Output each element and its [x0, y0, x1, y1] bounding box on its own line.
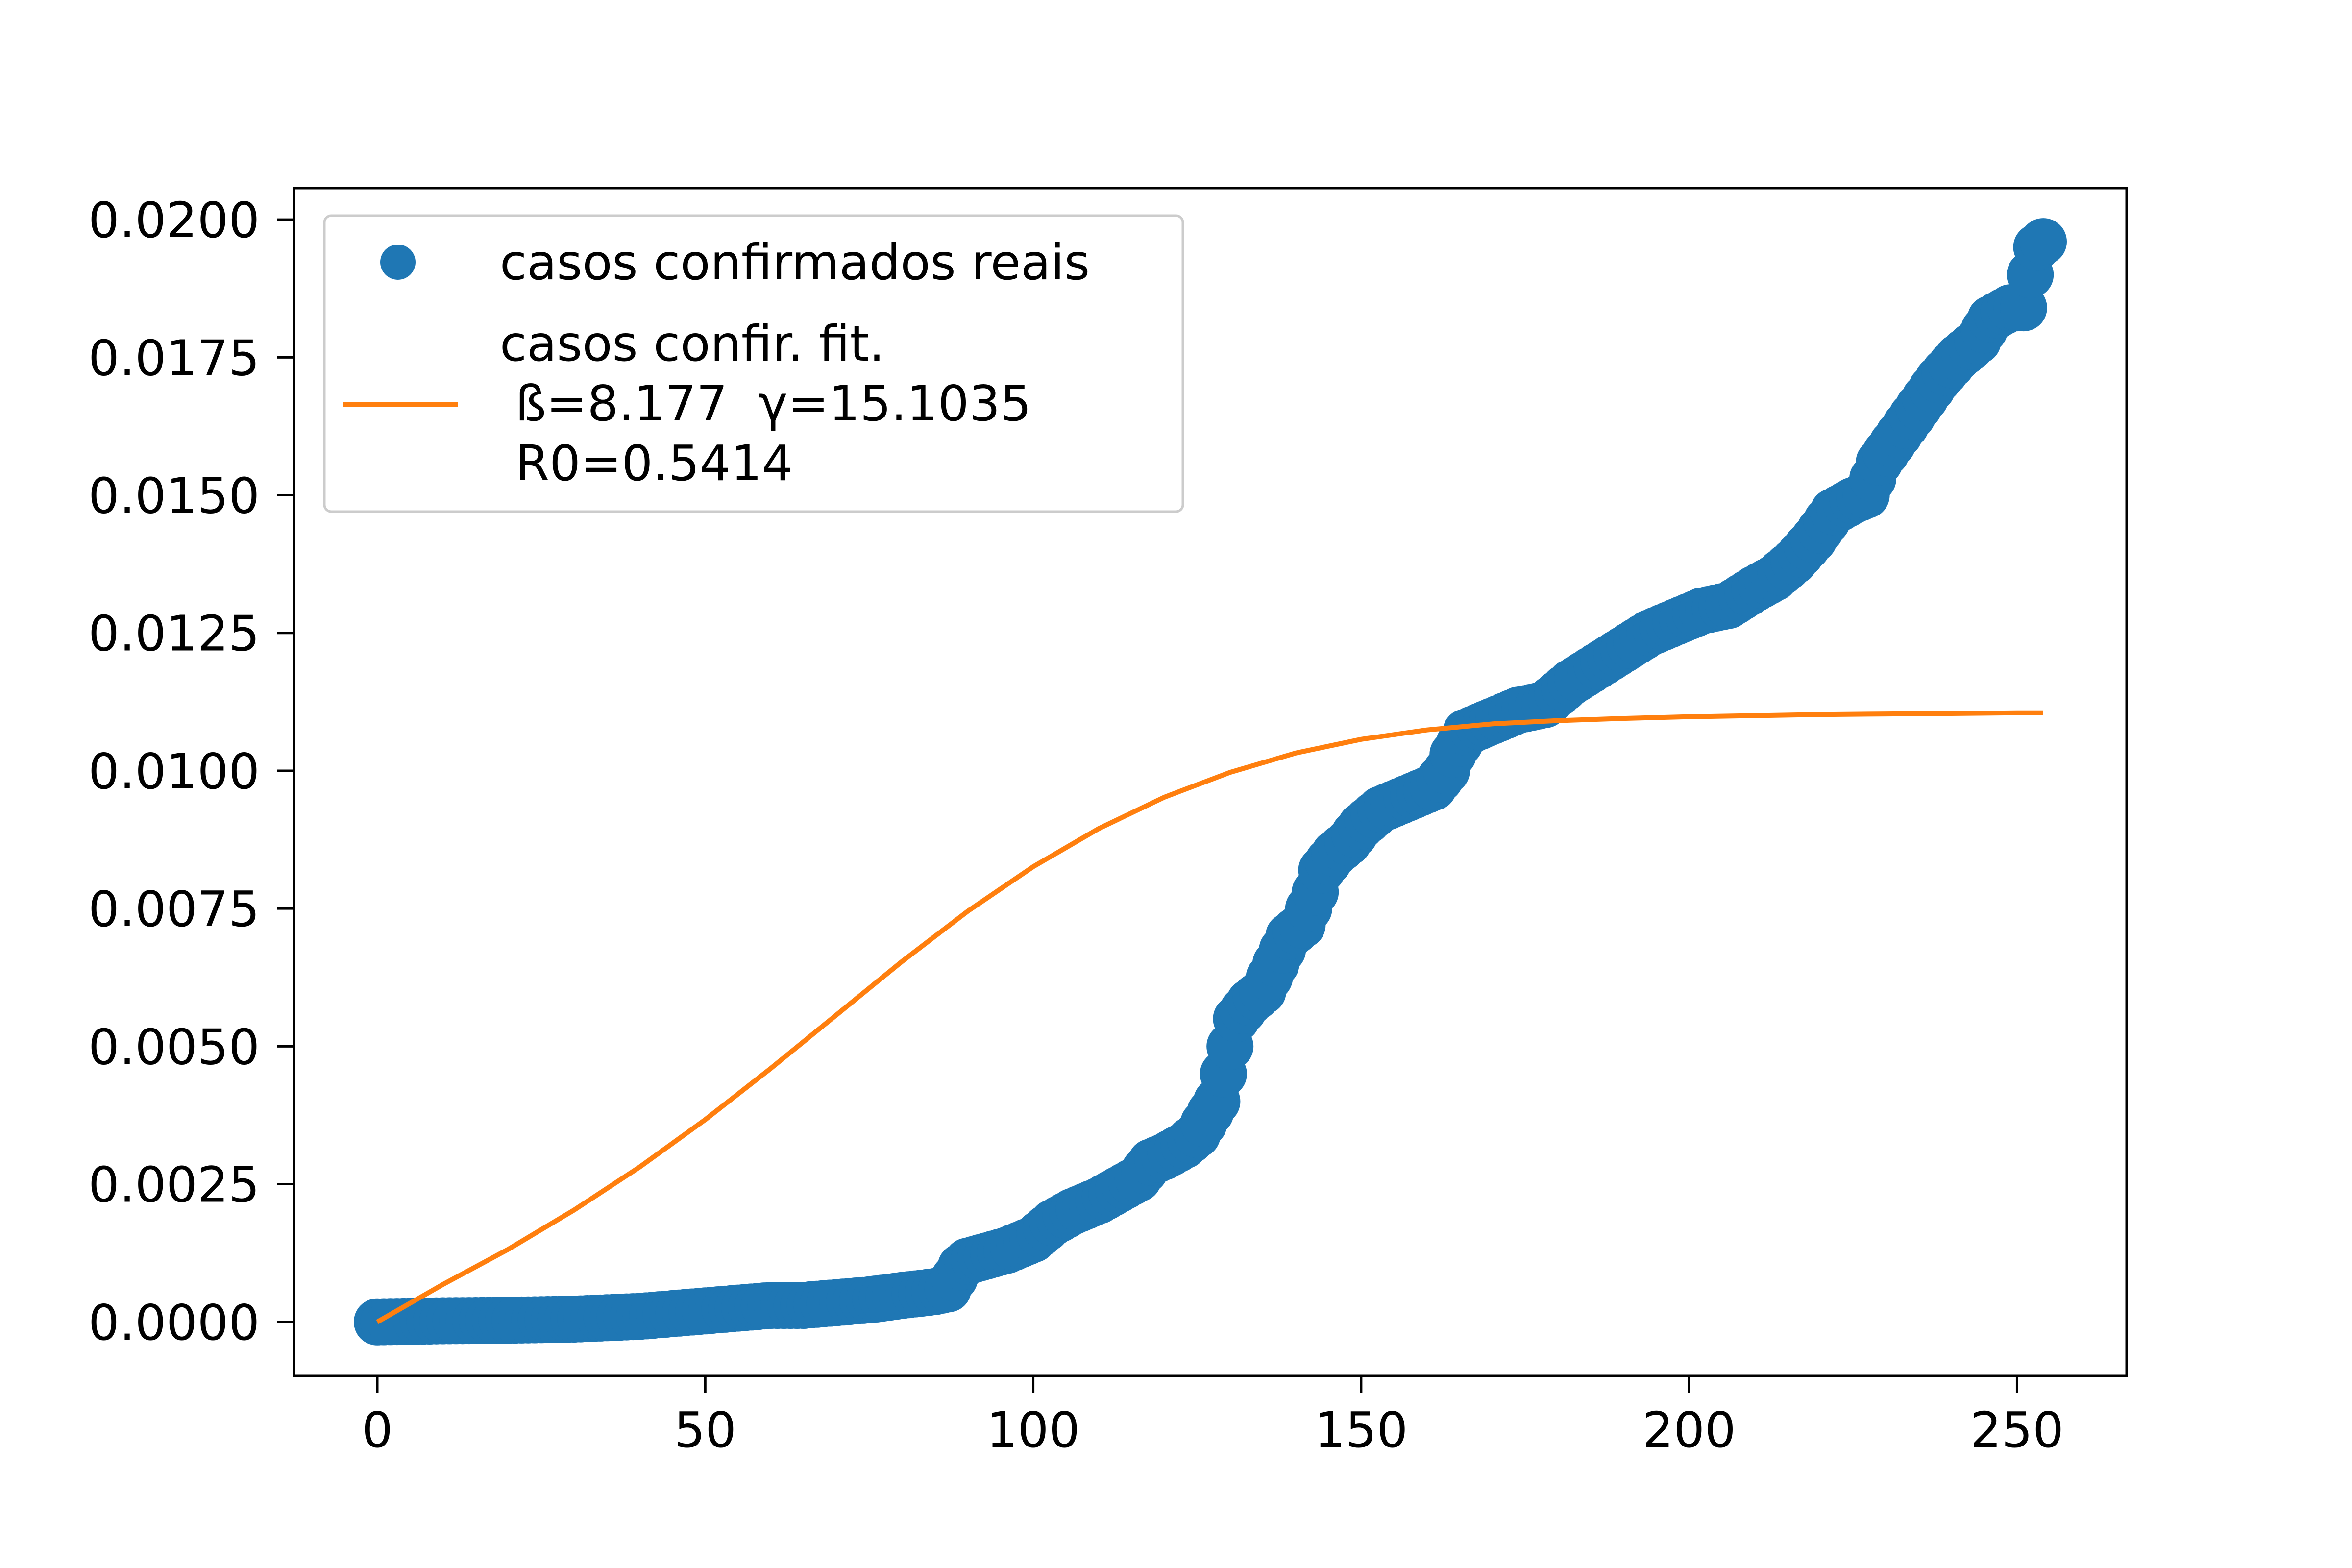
fit-line: [376, 710, 2043, 1324]
y-axis: 0.0000 0.0025 0.0050 0.0075 0.0100 0.0125 0.01…: [88, 192, 294, 1351]
y-tick-label: 0.0075: [88, 881, 260, 938]
y-tick-label: 0.0025: [88, 1156, 260, 1214]
y-tick-label: 0.0125: [88, 605, 260, 662]
series-1: [376, 710, 2043, 1324]
series-0: [354, 218, 2067, 1346]
legend-label: casos confir. fit. ß=8.177 γ=15.1035 R0=…: [500, 315, 1031, 492]
legend-label: casos confirmados reais: [500, 234, 1090, 291]
y-tick-label: 0.0150: [88, 467, 260, 525]
x-tick-label: 0: [362, 1401, 393, 1459]
legend-entry-fit: casos confir. fit. ß=8.177 γ=15.1035 R0=…: [343, 315, 1031, 492]
x-tick-label: 100: [986, 1401, 1080, 1459]
legend-box: [323, 214, 1184, 513]
axes-frame: [293, 187, 2128, 1377]
x-axis: 0 50 100 150 200 250: [362, 1376, 2064, 1459]
y-tick-label: 0.0000: [88, 1294, 260, 1351]
y-tick-label: 0.0175: [88, 329, 260, 387]
y-tick-label: 0.0100: [88, 743, 260, 800]
legend-entry-observed: casos confirmados reais: [380, 234, 1090, 291]
x-tick-label: 150: [1314, 1401, 1408, 1459]
x-tick-label: 250: [1970, 1401, 2064, 1459]
x-tick-label: 50: [674, 1401, 736, 1459]
y-tick-label: 0.0200: [88, 192, 260, 249]
legend: casos confirmados reais casos confir. fit…: [323, 214, 1184, 513]
legend-marker: [380, 245, 416, 280]
x-tick-label: 200: [1642, 1401, 1736, 1459]
plot-area: [354, 218, 2067, 1346]
data-point: [2020, 218, 2067, 266]
y-tick-label: 0.0050: [88, 1018, 260, 1076]
